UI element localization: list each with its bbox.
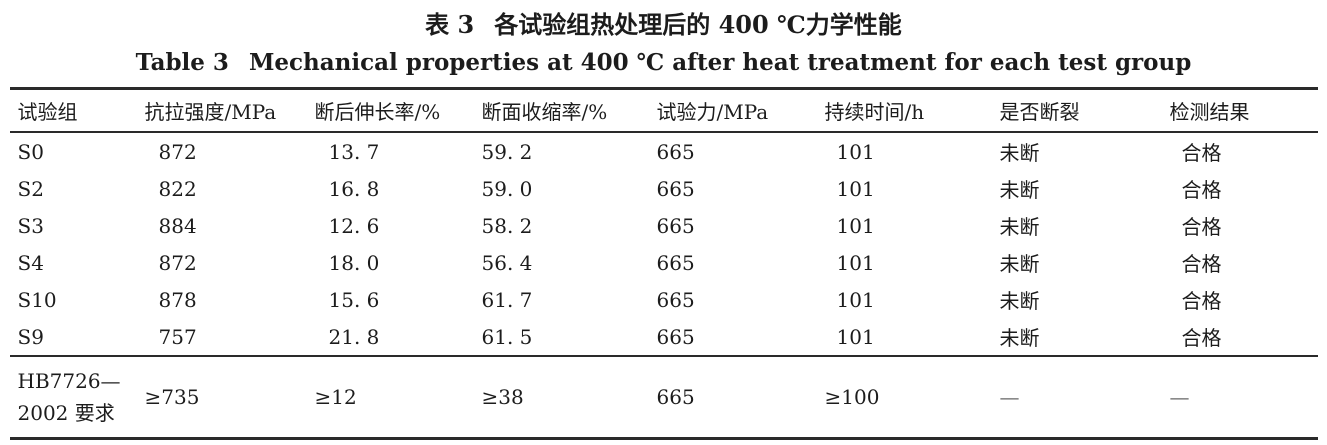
table-cell: S10: [17, 287, 57, 312]
table-row: S2 822 16. 8 59. 0 665 101 未断 合格: [10, 170, 1318, 207]
table-cell: 未断: [999, 289, 1040, 313]
table-row: S0 872 13. 7 59. 2 665 101 未断 合格: [10, 132, 1318, 170]
table-cell: 合格: [1181, 252, 1222, 276]
table-cell: 合格: [1181, 326, 1222, 350]
table-title-en: Table 3 Mechanical properties at 400 ℃ af…: [0, 43, 1327, 83]
table-cell: ≥735: [144, 355, 315, 439]
table-cell: 884: [158, 213, 197, 238]
col-header-test-group: 试验组: [9, 88, 145, 133]
table-cell: 16. 8: [328, 176, 380, 201]
table-cell: 18. 0: [328, 250, 380, 275]
table-row: S9 757 21. 8 61. 5 665 101 未断 合格: [10, 318, 1318, 356]
mechanical-properties-table: 试验组 抗拉强度/MPa 断后伸长率/% 断面收缩率/% 试验力/MPa 持续时…: [9, 87, 1318, 440]
table-cell: 101: [836, 176, 875, 201]
table-title-en-text: Mechanical properties at 400 ℃ after hea…: [248, 49, 1192, 76]
table-cell: 21. 8: [328, 324, 380, 349]
table-cell: 878: [158, 287, 197, 312]
table-title-zh: 表 3 各试验组热处理后的 400 ℃力学性能: [0, 7, 1327, 43]
table-cell: ≥38: [481, 355, 657, 439]
col-header-duration: 持续时间/h: [824, 88, 1000, 133]
table-cell: 15. 6: [328, 287, 380, 312]
table-row: S10 878 15. 6 61. 7 665 101 未断 合格: [10, 281, 1318, 318]
table-cell: 56. 4: [481, 250, 533, 275]
table-cell: S2: [17, 176, 44, 201]
table-cell: —: [999, 355, 1170, 439]
header-row: 试验组 抗拉强度/MPa 断后伸长率/% 断面收缩率/% 试验力/MPa 持续时…: [9, 88, 1318, 133]
table-cell: 59. 0: [481, 176, 533, 201]
table-number-en: Table 3: [135, 49, 229, 76]
table-cell: 12. 6: [328, 213, 380, 238]
table-cell: 101: [836, 213, 875, 238]
table-cell: 101: [836, 287, 875, 312]
table-cell: 58. 2: [481, 213, 533, 238]
table-cell: S0: [17, 139, 44, 164]
table-cell: 822: [158, 176, 197, 201]
col-header-fracture: 是否断裂: [999, 88, 1170, 133]
col-header-result: 检测结果: [1169, 88, 1318, 133]
table-row: S3 884 12. 6 58. 2 665 101 未断 合格: [10, 207, 1318, 244]
table-number-zh: 表 3: [425, 10, 475, 39]
table-cell: 665: [656, 250, 695, 275]
requirement-row: HB7726— 2002 要求 ≥735 ≥12 ≥38 665 ≥100 — …: [9, 355, 1318, 439]
table-cell: 665: [656, 324, 695, 349]
table-cell: 101: [836, 139, 875, 164]
table-cell: S3: [17, 213, 44, 238]
table-cell: 757: [158, 324, 197, 349]
table-cell: ≥100: [824, 355, 1000, 439]
table-cell: 59. 2: [481, 139, 533, 164]
col-header-reduction-of-area: 断面收缩率/%: [481, 88, 657, 133]
table-cell: —: [1169, 355, 1318, 439]
table-cell: 872: [158, 139, 197, 164]
table-cell: S9: [17, 324, 44, 349]
table-cell: 665: [656, 287, 695, 312]
table-captions: 表 3 各试验组热处理后的 400 ℃力学性能 Table 3 Mechanical…: [0, 0, 1327, 83]
table-cell: 未断: [999, 178, 1040, 202]
table-cell: 665: [656, 355, 825, 439]
table-title-zh-text: 各试验组热处理后的 400 ℃力学性能: [494, 10, 902, 39]
col-header-elongation: 断后伸长率/%: [314, 88, 482, 133]
table-cell: 665: [656, 213, 695, 238]
table-cell: 合格: [1181, 141, 1222, 165]
table-cell: 665: [656, 176, 695, 201]
table-cell: 合格: [1181, 289, 1222, 313]
table-cell: 13. 7: [328, 139, 380, 164]
table-cell: 61. 7: [481, 287, 533, 312]
table-row: S4 872 18. 0 56. 4 665 101 未断 合格: [10, 244, 1318, 281]
col-header-tensile-strength: 抗拉强度/MPa: [144, 88, 315, 133]
standard-requirement-label-line2: 2002 要求: [17, 401, 115, 425]
table-cell: 未断: [999, 141, 1040, 165]
table-cell: 未断: [999, 252, 1040, 276]
standard-requirement-label-line1: HB7726—: [17, 369, 121, 393]
table-cell: S4: [17, 250, 44, 275]
table-cell: 未断: [999, 326, 1040, 350]
table-cell: 101: [836, 324, 875, 349]
table-cell: 101: [836, 250, 875, 275]
col-header-test-force: 试验力/MPa: [656, 88, 825, 133]
table-cell: 合格: [1181, 215, 1222, 239]
standard-requirement-label: HB7726— 2002 要求: [9, 355, 145, 439]
table-cell: 合格: [1181, 178, 1222, 202]
table-cell: 872: [158, 250, 197, 275]
table-cell: 665: [656, 139, 695, 164]
table-cell: 61. 5: [481, 324, 533, 349]
table-cell: 未断: [999, 215, 1040, 239]
table-cell: ≥12: [314, 355, 482, 439]
